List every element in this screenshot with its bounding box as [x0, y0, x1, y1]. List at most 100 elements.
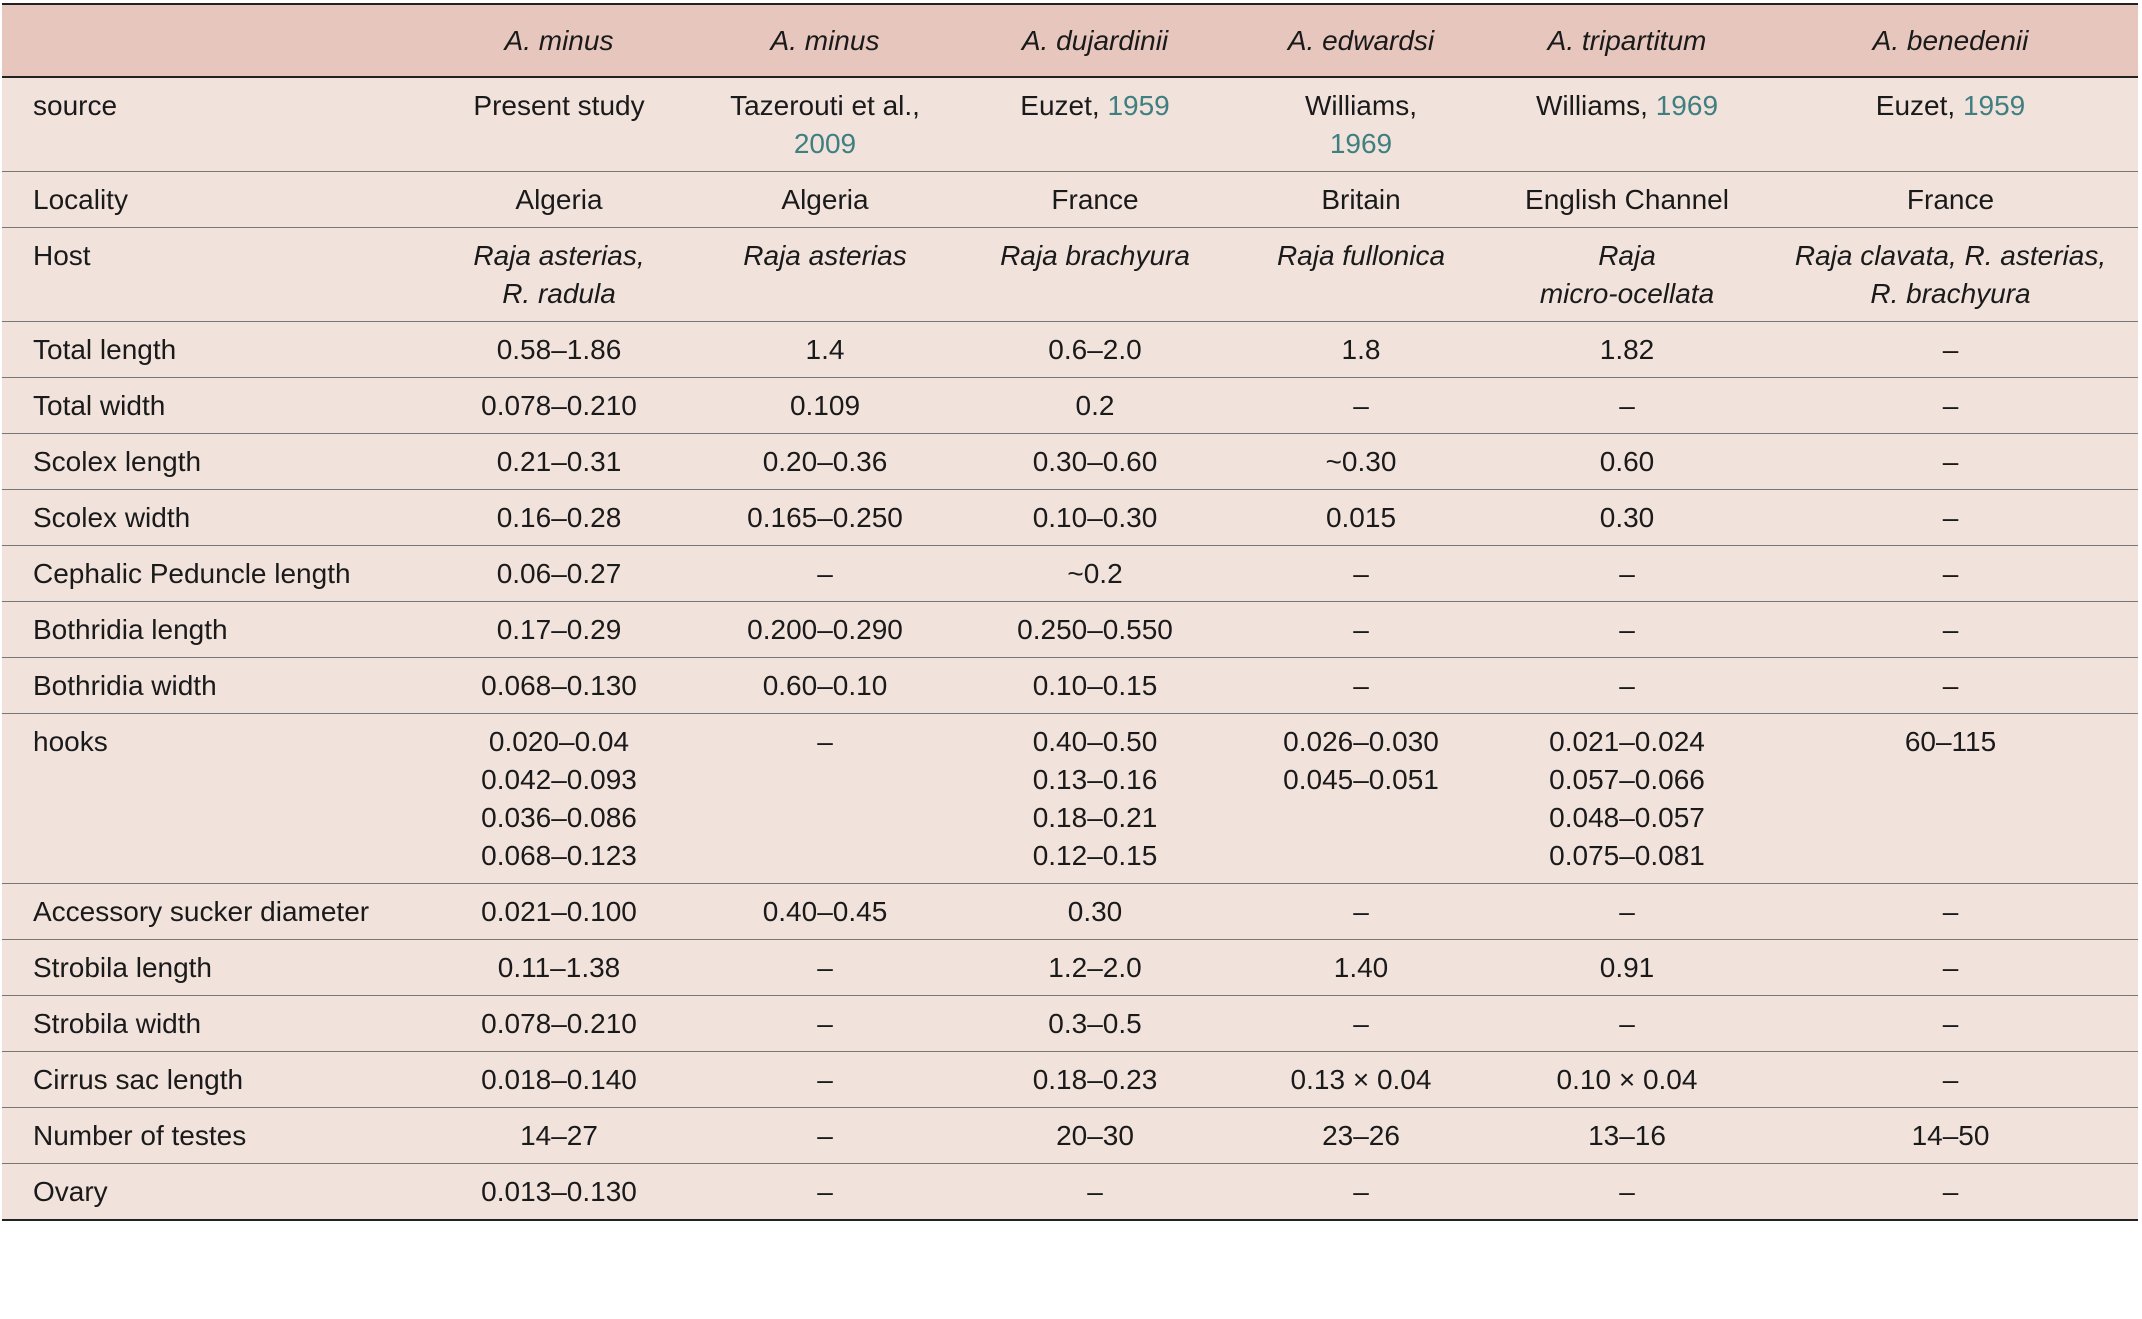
value-line: 14–27 — [520, 1120, 598, 1151]
value-cell: 0.10 × 0.04 — [1491, 1051, 1763, 1108]
value-line: 1.4 — [805, 334, 845, 365]
host-cell: Raja clavata, R. asterias, R. brachyura — [1763, 227, 2138, 322]
value-cell: 0.020–0.04 0.042–0.093 0.036–0.086 0.068–0.… — [427, 713, 691, 884]
measurement-row: Bothridia width 0.068–0.130 0.60–0.10 0.10–… — [2, 657, 2138, 714]
value-line: 0.109 — [789, 390, 861, 421]
value-line: 0.40–0.45 — [762, 896, 888, 927]
host-line: R. radula — [502, 278, 616, 309]
source-line: Williams, 1969 — [1535, 90, 1719, 121]
value-cell: 1.4 — [691, 321, 959, 378]
locality-cell: Algeria — [427, 171, 691, 228]
source-cell: Williams, 1969 — [1491, 77, 1763, 172]
value-line: 0.18–0.23 — [1032, 1064, 1158, 1095]
value-cell: 0.16–0.28 — [427, 489, 691, 546]
value-cell: 14–27 — [427, 1107, 691, 1164]
value-line: – — [1942, 390, 1959, 421]
host-line: Raja asterias — [743, 240, 907, 271]
value-line: – — [817, 1120, 833, 1151]
value-cell: 0.2 — [959, 377, 1231, 434]
host-cell: Raja fullonica — [1231, 227, 1491, 322]
value-line: ~0.30 — [1325, 446, 1397, 477]
value-line: 0.20–0.36 — [762, 446, 888, 477]
value-line: – — [1942, 952, 1959, 983]
value-line: 0.026–0.030 — [1283, 726, 1439, 757]
value-line: 0.12–0.15 — [1032, 840, 1158, 871]
species-header: A. tripartitum — [1491, 3, 1763, 78]
reference-link[interactable]: 1959 — [1107, 90, 1170, 121]
value-line: 0.2 — [1075, 390, 1115, 421]
value-line: 0.068–0.123 — [481, 840, 637, 871]
value-cell: 1.2–2.0 — [959, 939, 1231, 996]
locality-cell: Britain — [1231, 171, 1491, 228]
value-line: 0.18–0.21 — [1032, 802, 1158, 833]
value-line: 1.2–2.0 — [1048, 952, 1142, 983]
host-cell: Raja asterias — [691, 227, 959, 322]
value-cell: 0.015 — [1231, 489, 1491, 546]
value-line: – — [1353, 390, 1369, 421]
host-cell: Raja asterias, R. radula — [427, 227, 691, 322]
measurement-row: Strobila length 0.11–1.38 – 1.2–2.0 1.40 0.91… — [2, 939, 2138, 996]
value-cell: 0.6–2.0 — [959, 321, 1231, 378]
reference-link[interactable]: 1959 — [1962, 90, 2026, 121]
source-cell: Euzet, 1959 — [959, 77, 1231, 172]
host-cell: Raja brachyura — [959, 227, 1231, 322]
measurement-row: Strobila width 0.078–0.210 – 0.3–0.5 – – – — [2, 995, 2138, 1052]
value-cell: 0.165–0.250 — [691, 489, 959, 546]
species-header: A. minus — [691, 3, 959, 78]
value-cell: – — [1763, 995, 2138, 1052]
value-cell: – — [1231, 601, 1491, 658]
value-cell: – — [1231, 657, 1491, 714]
reference-link[interactable]: 2009 — [793, 128, 857, 159]
reference-link[interactable]: 1969 — [1329, 128, 1393, 159]
row-label: Strobila length — [2, 939, 427, 996]
value-cell: 13–16 — [1491, 1107, 1763, 1164]
value-cell: 1.8 — [1231, 321, 1491, 378]
value-line: 0.60 — [1599, 446, 1655, 477]
value-line: – — [1353, 1176, 1369, 1207]
value-line: 0.6–2.0 — [1048, 334, 1142, 365]
value-cell: 0.18–0.23 — [959, 1051, 1231, 1108]
value-line: – — [1619, 390, 1635, 421]
value-cell: 0.06–0.27 — [427, 545, 691, 602]
value-line: 1.8 — [1341, 334, 1381, 365]
measurement-row: Scolex length 0.21–0.31 0.20–0.36 0.30–0.60… — [2, 433, 2138, 490]
value-cell: 0.013–0.130 — [427, 1163, 691, 1221]
value-line: 1.40 — [1333, 952, 1389, 983]
value-line: – — [1353, 1008, 1369, 1039]
measurement-row: hooks 0.020–0.04 0.042–0.093 0.036–0.086 0.0… — [2, 713, 2138, 884]
value-cell: – — [691, 713, 959, 884]
source-line: Williams, — [1305, 90, 1417, 121]
value-cell: 0.17–0.29 — [427, 601, 691, 658]
value-cell: 60–115 — [1763, 713, 2138, 884]
value-line: 0.042–0.093 — [481, 764, 637, 795]
value-cell: 0.021–0.100 — [427, 883, 691, 940]
value-line: 0.250–0.550 — [1017, 614, 1173, 645]
value-line: – — [1942, 1008, 1959, 1039]
value-cell: – — [1491, 657, 1763, 714]
source-cell: Euzet, 1959 — [1763, 77, 2138, 172]
value-cell: 0.11–1.38 — [427, 939, 691, 996]
value-line: 0.30 — [1067, 896, 1123, 927]
row-label: Bothridia width — [2, 657, 427, 714]
value-cell: – — [1763, 489, 2138, 546]
value-cell: – — [691, 545, 959, 602]
reference-link[interactable]: 1969 — [1655, 90, 1719, 121]
value-line: 0.048–0.057 — [1549, 802, 1705, 833]
value-cell: – — [1491, 1163, 1763, 1221]
value-line: – — [1619, 558, 1635, 589]
row-label: Accessory sucker diameter — [2, 883, 427, 940]
value-cell: 0.018–0.140 — [427, 1051, 691, 1108]
value-line: 0.045–0.051 — [1283, 764, 1439, 795]
species-header: A. benedenii — [1763, 3, 2138, 78]
value-line: 0.91 — [1599, 952, 1655, 983]
value-line: – — [817, 1064, 833, 1095]
value-cell: 0.250–0.550 — [959, 601, 1231, 658]
value-line: 14–50 — [1911, 1120, 1990, 1151]
row-label: Total length — [2, 321, 427, 378]
value-cell: 0.109 — [691, 377, 959, 434]
species-comparison-table: A. minus A. minus A. dujardinii A. edwar… — [2, 3, 2138, 1221]
value-line: 0.015 — [1325, 502, 1397, 533]
value-line: 0.16–0.28 — [496, 502, 622, 533]
locality-cell: Algeria — [691, 171, 959, 228]
value-cell: – — [1231, 995, 1491, 1052]
